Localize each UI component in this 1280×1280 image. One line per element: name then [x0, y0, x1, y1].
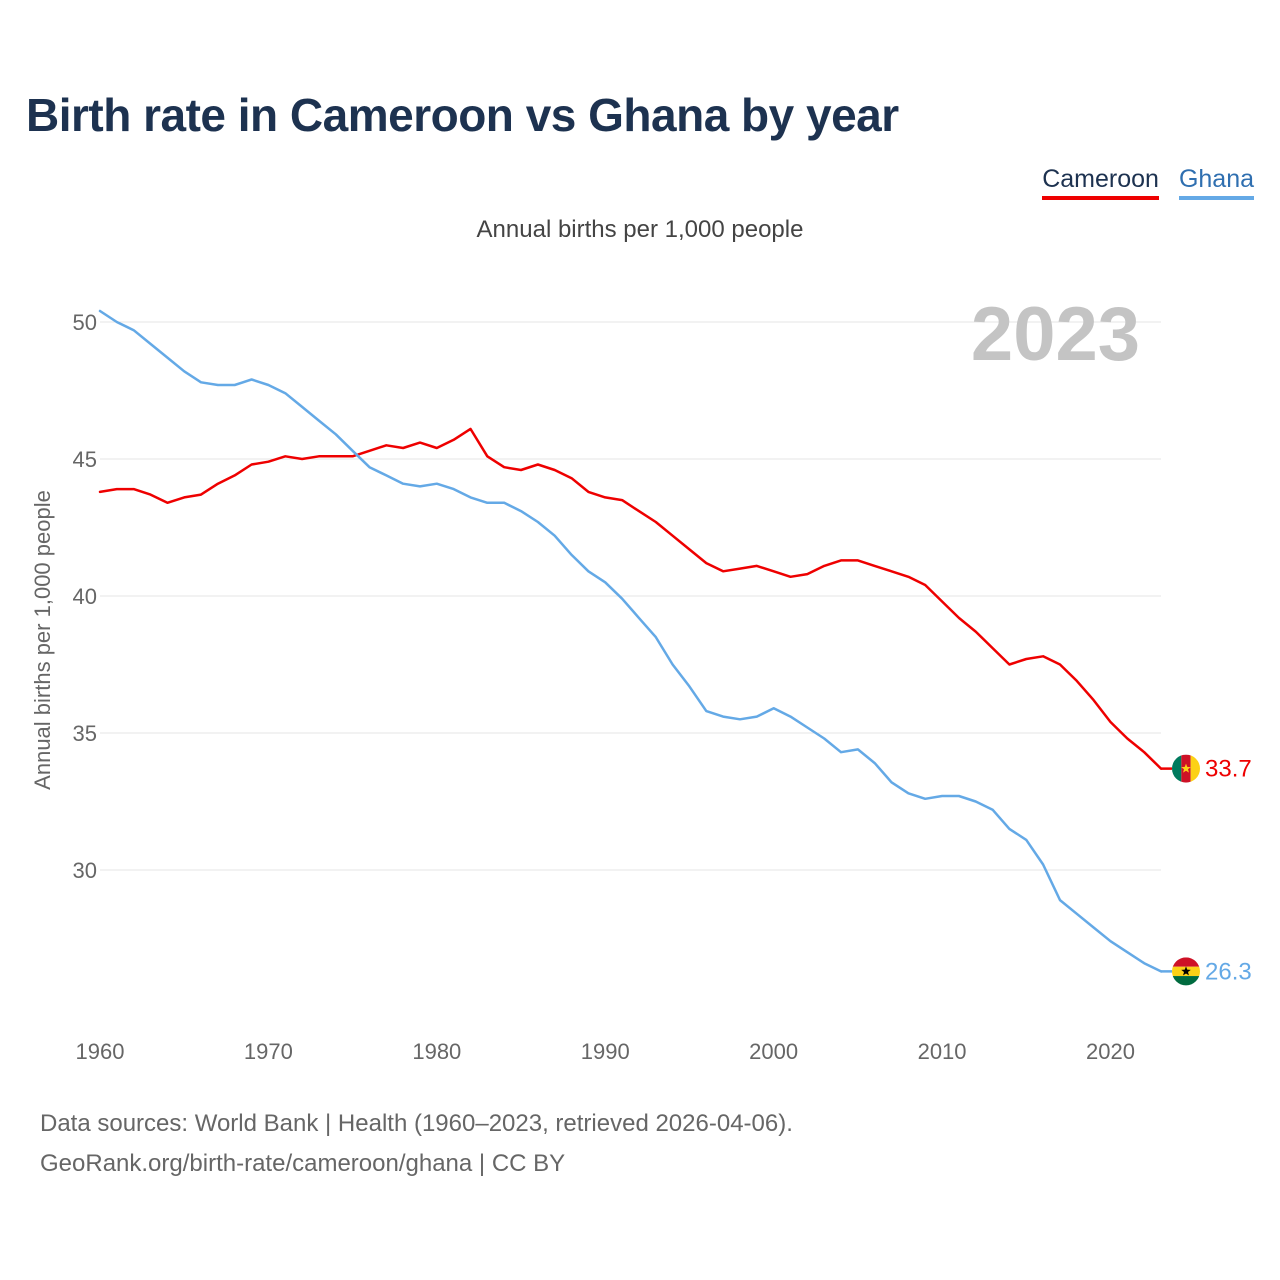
flag-cameroon-icon — [1172, 754, 1200, 783]
flag-ghana-icon — [1172, 957, 1200, 986]
x-tick-label-2020: 2020 — [1086, 1039, 1135, 1064]
legend-item-cameroon[interactable]: Cameroon — [1042, 165, 1159, 200]
y-tick-label-35: 35 — [73, 721, 97, 746]
y-tick-label-40: 40 — [73, 584, 97, 609]
y-axis-label: Annual births per 1,000 people — [30, 490, 55, 790]
x-tick-label-1960: 1960 — [76, 1039, 125, 1064]
chart-subtitle: Annual births per 1,000 people — [476, 216, 804, 243]
x-tick-label-1990: 1990 — [581, 1039, 630, 1064]
chart-title: Birth rate in Cameroon vs Ghana by year — [26, 89, 899, 141]
year-watermark: 2023 — [971, 292, 1140, 377]
legend-item-ghana[interactable]: Ghana — [1178, 165, 1254, 200]
x-tick-label-1980: 1980 — [412, 1039, 461, 1064]
y-tick-label-45: 45 — [73, 447, 97, 472]
x-tick-label-2000: 2000 — [749, 1039, 798, 1064]
y-tick-label-50: 50 — [73, 310, 97, 335]
footer: Data sources: World Bank | Health (1960–… — [40, 1104, 793, 1184]
x-tick-label-1970: 1970 — [244, 1039, 293, 1064]
x-tick-label-2010: 2010 — [918, 1039, 967, 1064]
y-tick-label-30: 30 — [73, 858, 97, 883]
end-value-label-ghana: 26.3 — [1205, 958, 1252, 985]
legend: Cameroon Ghana — [1042, 165, 1254, 200]
series-line-cameroon — [98, 427, 1163, 770]
series-line-ghana — [98, 309, 1163, 973]
footer-source: Data sources: World Bank | Health (1960–… — [40, 1110, 793, 1137]
end-value-label-cameroon: 33.7 — [1205, 756, 1252, 783]
footer-credit: GeoRank.org/birth-rate/cameroon/ghana | … — [40, 1150, 566, 1177]
